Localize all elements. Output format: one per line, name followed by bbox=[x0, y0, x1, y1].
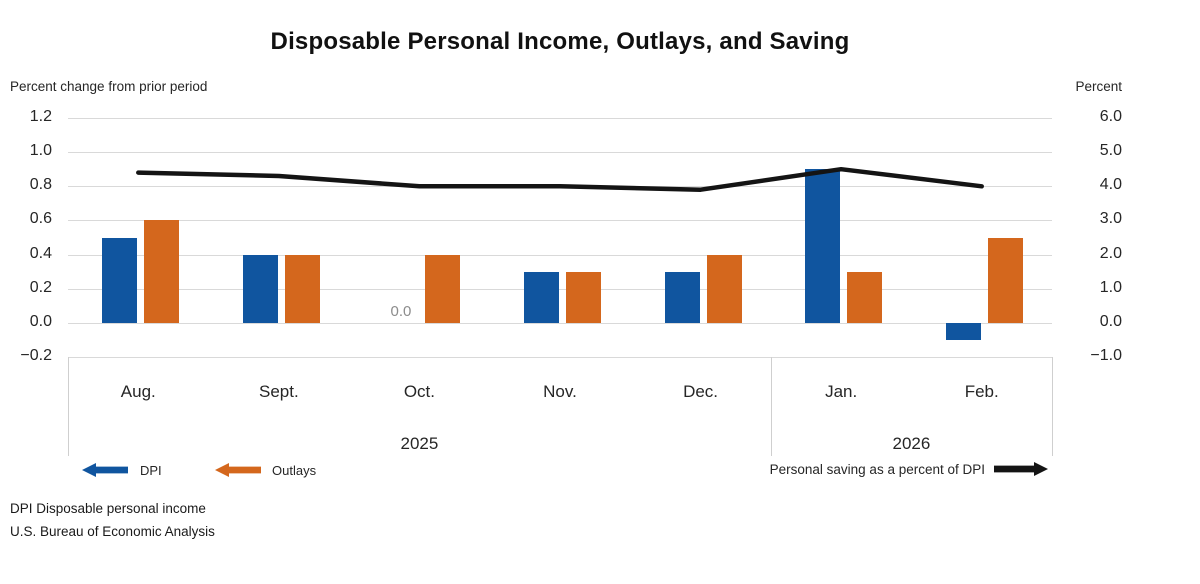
left-axis-tick: 0.0 bbox=[29, 312, 52, 330]
dpi-bar bbox=[664, 271, 700, 323]
dpi-legend-label: DPI bbox=[140, 463, 162, 478]
chart-title: Disposable Personal Income, Outlays, and… bbox=[270, 28, 850, 55]
outlays-bar bbox=[425, 254, 461, 323]
left-axis-tick: 1.0 bbox=[29, 142, 52, 160]
axis-box-right-border bbox=[1052, 357, 1053, 456]
right-axis-tick: 6.0 bbox=[1099, 108, 1122, 125]
zero-value-label: 0.0 bbox=[390, 302, 412, 320]
x-axis-label: Feb. bbox=[964, 382, 999, 401]
dpi-bar bbox=[102, 237, 138, 323]
dpi-bar bbox=[524, 271, 559, 323]
outlays-legend-label: Outlays bbox=[272, 463, 317, 478]
right-axis-caption: Percent bbox=[1075, 79, 1122, 94]
saving-right-arrow-icon bbox=[994, 462, 1048, 476]
outlays-bar bbox=[706, 254, 742, 323]
left-axis-tick: 0.2 bbox=[29, 278, 52, 296]
outlays-bar bbox=[284, 254, 320, 323]
gridline bbox=[68, 322, 1052, 324]
dpi-bar bbox=[242, 254, 278, 323]
right-axis-tick: −1.0 bbox=[1090, 347, 1122, 364]
year-label: 2026 bbox=[892, 434, 931, 453]
gridline bbox=[68, 186, 1052, 188]
x-axis-label: Oct. bbox=[403, 382, 435, 401]
left-axis-tick: 1.2 bbox=[29, 108, 52, 125]
left-axis-tick: 0.4 bbox=[29, 244, 52, 262]
x-axis-label: Aug. bbox=[120, 382, 156, 401]
saving-legend: Personal saving as a percent of DPI bbox=[770, 461, 1048, 477]
gridline bbox=[68, 118, 1052, 119]
outlays-left-arrow-icon bbox=[215, 463, 261, 477]
outlays-bar bbox=[144, 220, 180, 323]
left-axis-tick: −0.2 bbox=[20, 347, 52, 364]
gridline bbox=[68, 254, 1052, 256]
left-axis-tick: 0.6 bbox=[29, 210, 52, 228]
right-axis-tick: 1.0 bbox=[1099, 278, 1122, 296]
dpi-bar bbox=[805, 169, 841, 323]
x-axis-label: Sept. bbox=[258, 382, 299, 401]
axis-box-left-border bbox=[68, 357, 69, 456]
left-axis-tick: 0.8 bbox=[29, 176, 52, 194]
dpi-bar bbox=[945, 322, 981, 340]
dpi-left-arrow-icon bbox=[82, 463, 128, 477]
gridline bbox=[68, 152, 1052, 154]
gridline bbox=[68, 220, 1052, 222]
outlays-bar bbox=[987, 237, 1023, 323]
x-axis-label: Jan. bbox=[825, 382, 858, 401]
right-axis-tick: 5.0 bbox=[1099, 142, 1122, 160]
right-axis-tick: 4.0 bbox=[1099, 176, 1122, 194]
year-group-divider bbox=[770, 357, 772, 456]
x-axis-label: Dec. bbox=[683, 382, 719, 401]
x-axis-label: Nov. bbox=[543, 382, 577, 401]
left-axis-caption: Percent change from prior period bbox=[10, 79, 208, 94]
outlays-bar bbox=[566, 271, 601, 323]
gridline bbox=[68, 288, 1052, 290]
footnote-source: U.S. Bureau of Economic Analysis bbox=[10, 524, 215, 539]
outlays-bar bbox=[847, 271, 883, 323]
year-label: 2025 bbox=[400, 434, 439, 453]
right-axis-tick: 2.0 bbox=[1099, 244, 1122, 262]
right-axis-tick: 0.0 bbox=[1099, 312, 1122, 330]
footnote-dpi-definition: DPI Disposable personal income bbox=[10, 501, 206, 516]
saving-legend-label: Personal saving as a percent of DPI bbox=[769, 461, 985, 477]
right-axis-tick: 3.0 bbox=[1099, 210, 1122, 228]
gridline bbox=[68, 357, 1052, 358]
